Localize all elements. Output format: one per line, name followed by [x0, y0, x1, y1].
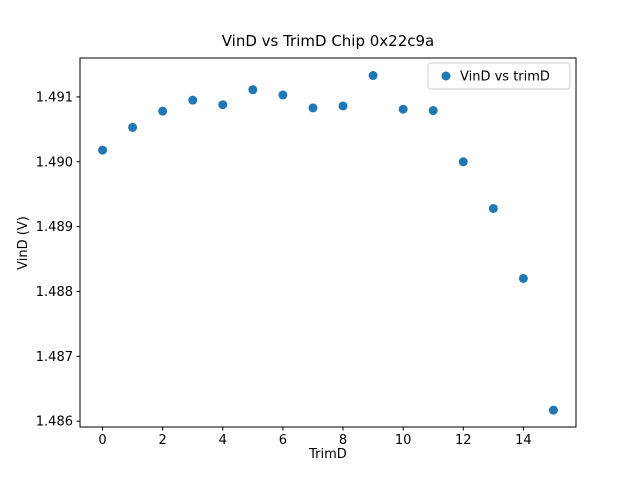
data-point	[458, 157, 468, 167]
legend-box	[427, 62, 571, 90]
y-tick-label: 1.487	[36, 350, 73, 365]
data-point	[158, 106, 168, 116]
y-tick-label: 1.490	[36, 155, 73, 170]
data-point	[548, 405, 558, 415]
data-point	[248, 85, 258, 95]
data-point	[338, 101, 348, 111]
data-point	[368, 71, 378, 81]
x-tick-label: 12	[455, 433, 472, 448]
data-point	[278, 90, 288, 100]
x-tick-label: 10	[395, 433, 412, 448]
x-tick-label: 2	[159, 433, 167, 448]
x-tick-label: 6	[279, 433, 287, 448]
data-point	[98, 145, 108, 155]
data-point	[218, 100, 228, 110]
data-points	[98, 71, 558, 415]
y-tick-label: 1.488	[36, 285, 73, 300]
data-point	[128, 122, 138, 132]
x-tick-label: 14	[515, 433, 532, 448]
y-tick-label: 1.491	[36, 90, 73, 105]
plot-area-border	[79, 57, 577, 428]
legend-marker-icon	[441, 71, 451, 81]
data-point	[488, 203, 498, 213]
chart-title: VinD vs TrimD Chip 0x22c9a	[222, 32, 435, 50]
data-point	[398, 104, 408, 114]
data-point	[428, 106, 438, 116]
legend: VinD vs trimD	[427, 62, 571, 90]
x-tick-label: 0	[98, 433, 106, 448]
y-axis-label: VinD (V)	[16, 216, 31, 270]
data-point	[308, 103, 318, 113]
axis-ticks: 0 2 4 6 8 10 12 14 1.486 1.487 1.488 1.489 1.490 1.49…	[36, 90, 532, 448]
data-point	[188, 95, 198, 105]
x-tick-label: 8	[339, 433, 347, 448]
y-tick-label: 1.486	[36, 415, 73, 430]
data-point	[518, 273, 528, 283]
y-tick-label: 1.489	[36, 220, 73, 235]
x-tick-label: 4	[219, 433, 227, 448]
x-axis-label: TrimD	[308, 447, 347, 462]
axes-frame	[79, 57, 577, 428]
legend-entry-label: VinD vs trimD	[460, 70, 550, 85]
